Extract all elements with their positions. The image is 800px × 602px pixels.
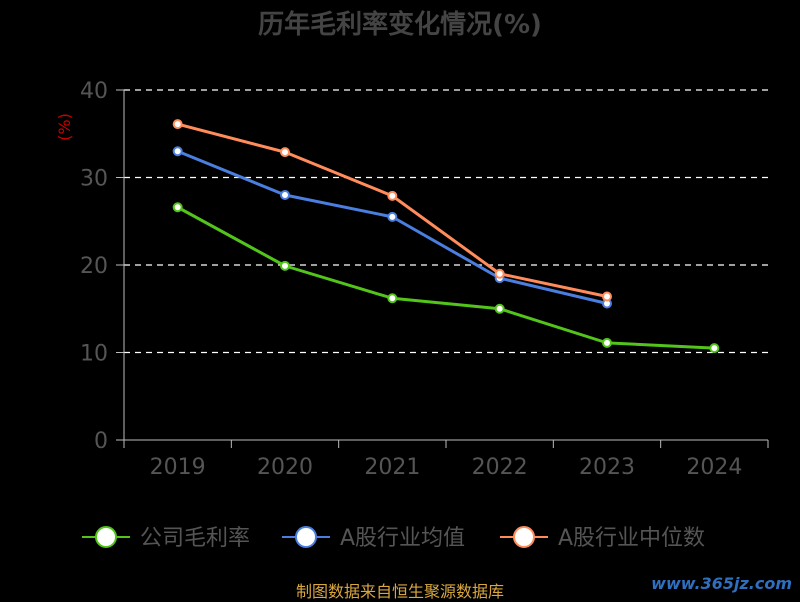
data-point <box>494 268 505 279</box>
series-line-2 <box>177 122 608 298</box>
data-point <box>387 293 398 304</box>
data-point <box>280 260 290 271</box>
legend-label-1: A股行业均值 <box>340 526 465 551</box>
series-line-0 <box>176 205 715 350</box>
legend-marker-1 <box>295 526 317 548</box>
x-tick-label: 2023 <box>579 455 635 480</box>
series-lines <box>172 119 720 354</box>
legend-label-0: 公司毛利率 <box>140 526 250 551</box>
chart-title: 历年毛利率变化情况(%) <box>258 9 542 40</box>
data-point <box>709 343 720 354</box>
watermark-text: www.365jz.com <box>651 574 792 593</box>
axes: 0 10 20 30 40 2019 2020 2021 2022 2023 2024 <box>80 79 769 480</box>
data-point <box>387 190 398 201</box>
legend-marker-2 <box>513 526 535 548</box>
x-tick-label: 2021 <box>364 455 420 480</box>
legend-label-2: A股行业中位数 <box>558 526 705 551</box>
y-tick-label: 0 <box>94 429 108 454</box>
data-point <box>280 147 290 158</box>
grid-lines <box>124 89 768 354</box>
y-tick-label: 40 <box>80 79 108 104</box>
y-tick-label: 10 <box>80 342 108 367</box>
data-point <box>172 146 183 157</box>
x-tick-label: 2020 <box>257 455 313 480</box>
data-point <box>280 190 290 200</box>
data-point <box>602 337 612 348</box>
y-tick-label: 30 <box>80 167 108 192</box>
y-tick-label: 20 <box>80 254 108 279</box>
data-point <box>172 202 183 213</box>
data-point <box>602 291 612 302</box>
legend: 公司毛利率 A股行业均值 A股行业中位数 <box>82 526 705 551</box>
x-tick-label: 2022 <box>472 455 528 480</box>
data-point <box>494 303 505 314</box>
legend-marker-0 <box>95 526 117 548</box>
y-axis-label: (%) <box>55 113 74 141</box>
x-tick-label: 2019 <box>150 455 206 480</box>
data-point <box>387 211 398 222</box>
data-source-note: 制图数据来自恒生聚源数据库 <box>295 582 504 601</box>
x-tick-label: 2024 <box>686 455 742 480</box>
series-line-1 <box>177 149 608 305</box>
data-point <box>172 119 183 130</box>
